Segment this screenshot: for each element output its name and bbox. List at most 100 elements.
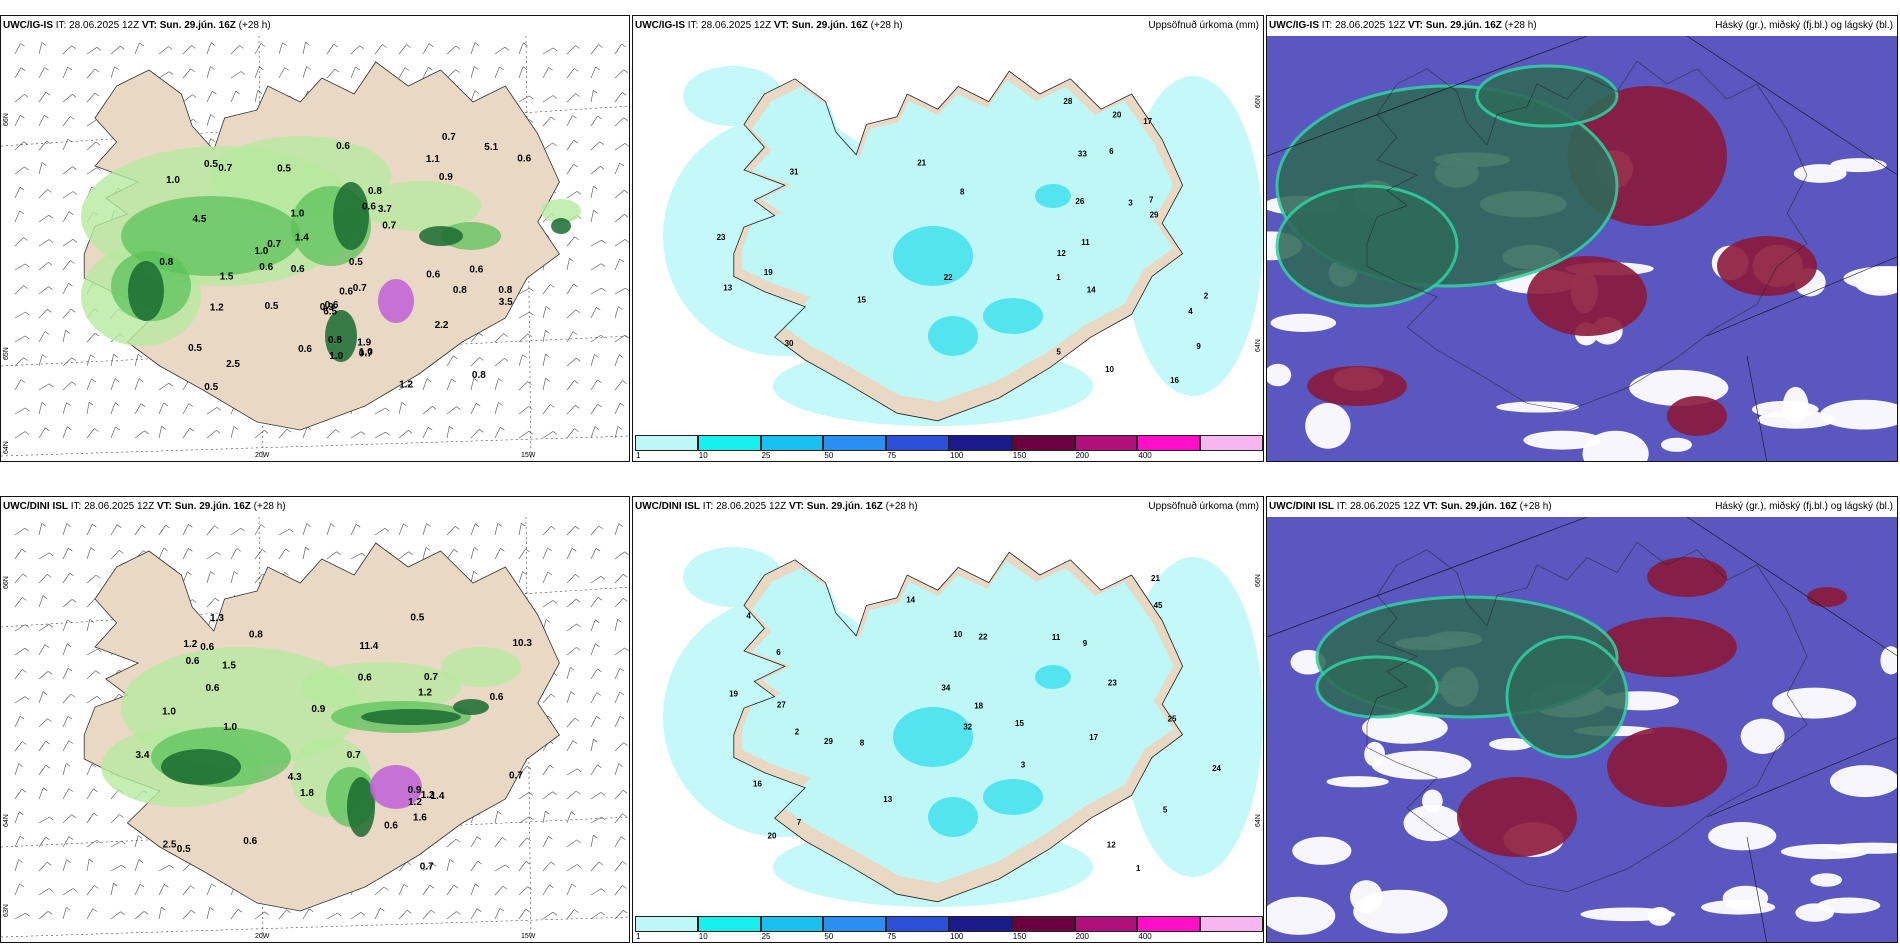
wind-barb (350, 552, 362, 560)
wind-barb-flag (427, 426, 433, 431)
wind-barb (590, 90, 594, 103)
wind-barb-flag (547, 715, 553, 720)
wind-barb (110, 883, 114, 896)
rain-value: 0.5 (188, 343, 202, 354)
colorbar-swatch (635, 435, 698, 451)
rain-value: 1.0 (329, 351, 343, 362)
colorbar-swatch (1137, 916, 1201, 932)
wind-barb-flag (476, 836, 482, 840)
precip-value: 18 (974, 702, 983, 711)
wind-barb (38, 286, 49, 295)
wind-barb-flag (596, 692, 602, 696)
wind-barb (398, 883, 405, 896)
wind-barb-flag (497, 523, 502, 527)
wind-barb (446, 378, 452, 391)
wind-barb (494, 548, 501, 560)
wind-barb (470, 378, 475, 391)
wind-rain-map-panel-row2: UWC/DINI ISL IT: 28.06.2025 12Z VT: Sun.… (0, 496, 630, 943)
wind-barb (590, 739, 594, 752)
wind-barb (590, 764, 598, 776)
wind-barb-flag (477, 860, 482, 865)
wind-barb-flag (336, 551, 341, 555)
wind-barb (134, 378, 140, 391)
wind-barb-flag (623, 117, 629, 122)
wind-barb-flag (240, 527, 246, 532)
wind-barb (446, 526, 456, 536)
rain-value: 0.6 (339, 286, 353, 297)
mid-cloud-area (1597, 617, 1737, 677)
wind-barb-flag (67, 715, 73, 720)
cloud-map-panel-row2: UWC/DINI ISL IT: 28.06.2025 12Z VT: Sun.… (1266, 496, 1898, 943)
wind-barb (566, 598, 577, 608)
wind-barb (62, 907, 67, 920)
wind-barb (518, 42, 524, 55)
wind-barb (590, 354, 595, 367)
wind-barb (374, 431, 386, 439)
wind-barb (38, 624, 50, 632)
colorbar-tick-label: 50 (824, 932, 834, 941)
wind-barb-flag (284, 67, 289, 71)
wind-barb (518, 571, 524, 584)
colorbar-swatch (1137, 435, 1201, 451)
wind-barb-flag (549, 284, 555, 288)
wind-barb (518, 431, 530, 439)
wind-barb (542, 764, 550, 776)
wind-barb-flag (44, 331, 50, 335)
wind-barb (206, 114, 211, 127)
precip-area-high (893, 226, 973, 286)
wind-barb-flag (600, 792, 606, 796)
wind-barb (14, 141, 24, 151)
rain-value: 11.4 (359, 641, 378, 652)
wind-barb (614, 426, 619, 439)
rain-value: 0.8 (453, 285, 467, 296)
rain-value: 1.2 (421, 790, 435, 801)
wind-barb (62, 643, 68, 656)
wind-barb-flag (114, 402, 120, 406)
wind-barb (230, 71, 242, 79)
wind-barb-flag (96, 839, 102, 844)
wind-barb (566, 163, 574, 175)
wind-barb-flag (308, 908, 314, 912)
wind-barb-flag (474, 523, 480, 528)
map-header: UWC/DINI ISL IT: 28.06.2025 12Z VT: Sun.… (633, 497, 1263, 517)
wind-barb-flag (305, 42, 310, 46)
wind-barb-flag (594, 354, 599, 358)
wind-barb (590, 115, 598, 127)
wind-barb (158, 907, 162, 920)
rain-value: 0.6 (298, 344, 312, 355)
wind-barb-flag (190, 910, 196, 914)
rain-value: 0.6 (336, 141, 350, 152)
wind-barb-flag (618, 306, 623, 310)
wind-barb (14, 527, 26, 536)
wind-barb-flag (549, 404, 555, 408)
precip-value: 12 (1107, 841, 1116, 850)
wind-barb (518, 311, 530, 319)
wind-barb (14, 335, 26, 343)
clear-sky (1489, 738, 1533, 751)
wind-barb-flag (19, 715, 25, 720)
clear-sky (1305, 403, 1351, 449)
clear-sky (1267, 896, 1336, 935)
wind-barb-flag (596, 716, 601, 720)
projection-line (1746, 836, 1767, 942)
wind-barb (614, 214, 625, 223)
wind-barb (302, 547, 306, 560)
wind-barb (566, 623, 577, 632)
wind-barb (326, 43, 335, 55)
precip-value: 25 (1168, 715, 1177, 724)
wind-barb-flag (594, 426, 600, 430)
wind-barb-flag (65, 763, 71, 767)
wind-barb (62, 402, 67, 415)
rain-heavy (161, 749, 241, 785)
wind-barb (62, 239, 74, 247)
wind-barb-flag (574, 428, 579, 432)
cloud-title: Háský (gr.), miðský (fj.bl.) og lágský (… (1715, 501, 1893, 512)
cloud-map (1267, 36, 1897, 461)
rain-value: 0.6 (259, 262, 273, 273)
wind-barb-flag (286, 428, 292, 433)
clear-sky (1830, 765, 1897, 798)
wind-barb-flag (20, 114, 25, 119)
wind-barb (62, 191, 74, 199)
precip-value: 5 (1163, 806, 1168, 815)
wind-barb-flag (41, 162, 47, 166)
